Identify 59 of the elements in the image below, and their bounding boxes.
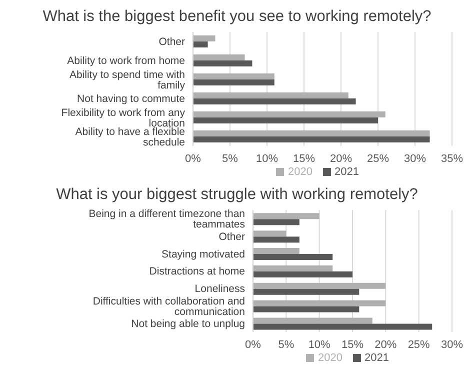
x-tick-label: 10% xyxy=(308,338,331,351)
x-tick-label: 5% xyxy=(278,338,294,351)
bar xyxy=(253,300,386,306)
y-tick-label: Staying motivated xyxy=(162,248,246,260)
legend-label: 2021 xyxy=(364,352,389,364)
bar xyxy=(193,60,252,66)
bar xyxy=(193,73,274,80)
x-tick-label: 15% xyxy=(341,338,364,351)
x-tick-label: 25% xyxy=(366,152,390,165)
legend-label: 2020 xyxy=(318,352,342,364)
bar xyxy=(253,248,300,254)
y-tick-label: Other xyxy=(218,230,246,243)
y-tick-label: Ability to spend time with family xyxy=(69,68,186,92)
bar xyxy=(253,265,333,272)
bar xyxy=(193,136,430,142)
bar xyxy=(253,236,300,243)
bar xyxy=(253,324,432,330)
bar xyxy=(253,306,360,312)
bar xyxy=(193,92,348,98)
x-tick-label: 5% xyxy=(222,152,238,165)
y-tick-label: Not being able to unplug xyxy=(131,318,246,330)
bar xyxy=(193,98,356,104)
x-tick-label: 25% xyxy=(408,338,430,351)
y-tick-label: Distractions at home xyxy=(149,266,246,278)
bar xyxy=(253,282,386,289)
x-tick-label: 30% xyxy=(404,152,426,165)
legend-label: 2021 xyxy=(334,166,359,178)
x-tick-label: 15% xyxy=(292,152,316,165)
y-tick-label: Ability to have a flexible schedule xyxy=(75,126,186,148)
bar xyxy=(193,130,430,136)
y-tick-label: Loneliness xyxy=(194,283,245,296)
bar xyxy=(253,213,320,220)
bar xyxy=(253,318,372,324)
x-tick-label: 0% xyxy=(245,338,262,351)
bar xyxy=(193,79,274,86)
legend-label: 2020 xyxy=(288,166,312,178)
bar xyxy=(253,271,352,278)
bar xyxy=(253,219,300,226)
x-tick-label: 35% xyxy=(440,152,464,165)
y-tick-label: Ability to work from home xyxy=(67,55,186,68)
bar xyxy=(193,117,378,124)
y-tick-label: Difficulties with collaboration and communication xyxy=(92,295,246,318)
bar xyxy=(193,111,386,118)
chart-title: What is the biggest benefit you see to working remotely? xyxy=(42,8,432,27)
bar xyxy=(193,54,245,60)
x-tick-label: 10% xyxy=(256,152,278,165)
bar xyxy=(193,41,208,48)
bar xyxy=(253,254,333,260)
chart-title: What is your biggest struggle with working remotely? xyxy=(55,186,419,205)
y-tick-label: Not having to commute xyxy=(77,93,186,106)
x-tick-label: 20% xyxy=(374,338,397,351)
x-tick-label: 20% xyxy=(330,152,352,165)
y-tick-label: Other xyxy=(158,36,186,48)
bar xyxy=(193,35,216,42)
bar xyxy=(253,230,286,237)
bar xyxy=(253,288,360,295)
x-tick-label: 30% xyxy=(440,338,464,351)
y-tick-label: Being in a different timezone than teammates xyxy=(88,208,246,231)
x-tick-label: 0% xyxy=(185,152,202,165)
